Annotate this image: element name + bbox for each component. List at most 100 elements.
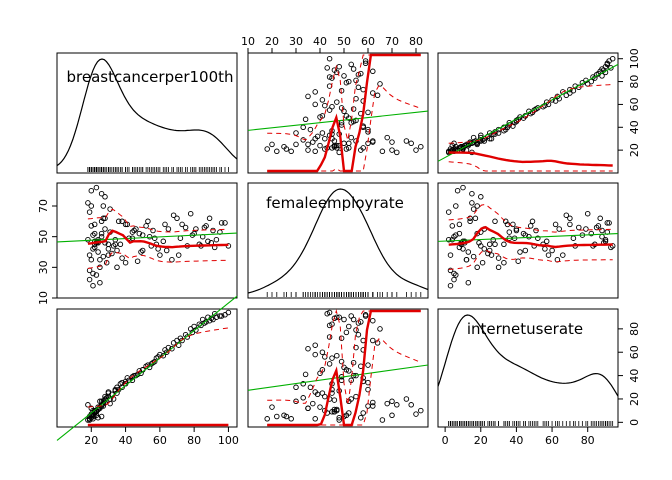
spread-upper-femaleemployrate-vs-internetuserate — [448, 203, 613, 233]
point-femaleemployrate-vs-internetuserate — [599, 227, 605, 234]
point-femaleemployrate-vs-breastcancerper100th — [112, 241, 119, 248]
density-curve-internetuserate — [437, 314, 619, 397]
point-femaleemployrate-vs-breastcancerper100th — [102, 194, 108, 200]
point-femaleemployrate-vs-internetuserate — [451, 276, 457, 283]
point-breastcancerper100th-vs-femaleemployrate — [350, 66, 357, 72]
point-internetuserate-vs-femaleemployrate — [350, 359, 357, 366]
point-breastcancerper100th-vs-femaleemployrate — [374, 92, 381, 99]
point-internetuserate-vs-femaleemployrate — [365, 362, 371, 368]
point-femaleemployrate-vs-internetuserate — [467, 218, 473, 225]
x-tick-label-breastcancerper100th: 40 — [119, 434, 133, 447]
point-breastcancerper100th-vs-femaleemployrate — [348, 134, 354, 141]
point-internetuserate-vs-femaleemployrate — [338, 377, 345, 384]
y-tick-label-breastcancerper100th: 20 — [628, 143, 641, 157]
point-breastcancerper100th-vs-femaleemployrate — [317, 142, 323, 149]
point-internetuserate-vs-femaleemployrate — [336, 314, 342, 320]
point-femaleemployrate-vs-breastcancerper100th — [98, 230, 105, 237]
point-femaleemployrate-vs-breastcancerper100th — [124, 221, 131, 228]
point-femaleemployrate-vs-internetuserate — [470, 206, 477, 212]
point-internetuserate-vs-femaleemployrate — [346, 368, 352, 374]
point-breastcancerper100th-vs-femaleemployrate — [370, 68, 376, 75]
point-breastcancerper100th-vs-femaleemployrate — [379, 148, 386, 155]
x-tick-label-internetuserate: 40 — [509, 434, 523, 447]
point-femaleemployrate-vs-internetuserate — [606, 220, 612, 226]
point-femaleemployrate-vs-breastcancerper100th — [122, 221, 129, 228]
panel-0-2 — [437, 52, 619, 174]
point-femaleemployrate-vs-internetuserate — [445, 236, 452, 243]
point-femaleemployrate-vs-internetuserate — [472, 215, 479, 222]
point-femaleemployrate-vs-breastcancerper100th — [129, 229, 136, 235]
spread-lower-femaleemployrate-vs-internetuserate — [448, 249, 613, 270]
point-femaleemployrate-vs-breastcancerper100th — [138, 249, 144, 255]
point-femaleemployrate-vs-breastcancerper100th — [97, 279, 103, 286]
point-breastcancerper100th-vs-femaleemployrate — [365, 126, 371, 133]
panel-0-1 — [247, 52, 429, 174]
point-internetuserate-vs-femaleemployrate — [341, 364, 347, 371]
panel-1-2 — [437, 182, 619, 299]
smooth-line-internetuserate-vs-femaleemployrate — [267, 309, 421, 427]
x-tick-label-femaleemployrate: 10 — [241, 35, 255, 48]
point-femaleemployrate-vs-internetuserate — [602, 236, 609, 243]
point-femaleemployrate-vs-internetuserate — [454, 187, 461, 194]
x-tick-label-breastcancerper100th: 20 — [84, 434, 98, 447]
point-internetuserate-vs-femaleemployrate — [322, 354, 328, 360]
point-femaleemployrate-vs-internetuserate — [476, 240, 482, 246]
point-femaleemployrate-vs-breastcancerper100th — [97, 256, 103, 263]
point-internetuserate-vs-femaleemployrate — [283, 413, 290, 420]
point-internetuserate-vs-femaleemployrate — [312, 342, 318, 348]
point-internetuserate-vs-breastcancerper100th — [105, 390, 112, 396]
point-internetuserate-vs-femaleemployrate — [293, 384, 299, 391]
point-femaleemployrate-vs-breastcancerper100th — [169, 256, 175, 263]
point-breastcancerper100th-vs-femaleemployrate — [312, 101, 318, 108]
point-femaleemployrate-vs-internetuserate — [467, 215, 473, 222]
point-femaleemployrate-vs-internetuserate — [527, 223, 534, 229]
point-breastcancerper100th-vs-femaleemployrate — [370, 90, 376, 96]
point-femaleemployrate-vs-internetuserate — [545, 252, 552, 258]
point-breastcancerper100th-vs-femaleemployrate — [365, 129, 371, 135]
point-internetuserate-vs-femaleemployrate — [319, 349, 326, 355]
point-femaleemployrate-vs-breastcancerper100th — [117, 241, 124, 248]
point-internetuserate-vs-femaleemployrate — [353, 327, 359, 333]
spread-upper-breastcancerper100th-vs-femaleemployrate — [267, 54, 421, 141]
point-internetuserate-vs-femaleemployrate — [403, 396, 410, 402]
point-breastcancerper100th-vs-internetuserate — [563, 92, 570, 99]
point-internetuserate-vs-femaleemployrate — [319, 367, 326, 373]
point-breastcancerper100th-vs-femaleemployrate — [389, 139, 395, 145]
point-breastcancerper100th-vs-femaleemployrate — [305, 93, 311, 100]
point-femaleemployrate-vs-breastcancerper100th — [100, 203, 107, 209]
point-breastcancerper100th-vs-femaleemployrate — [358, 147, 364, 153]
point-femaleemployrate-vs-internetuserate — [495, 255, 502, 261]
diag-label-internetuserate: internetuserate — [467, 320, 583, 338]
point-internetuserate-vs-femaleemployrate — [394, 402, 400, 408]
y-tick-label-internetuserate: 20 — [628, 392, 641, 406]
point-breastcancerper100th-vs-femaleemployrate — [418, 143, 424, 150]
point-femaleemployrate-vs-internetuserate — [597, 215, 603, 222]
point-femaleemployrate-vs-internetuserate — [447, 282, 454, 289]
point-internetuserate-vs-breastcancerper100th — [193, 327, 199, 333]
y-tick-label-breastcancerper100th: 100 — [628, 48, 641, 69]
point-femaleemployrate-vs-breastcancerper100th — [146, 233, 153, 240]
smooth-line-breastcancerper100th-vs-femaleemployrate — [267, 53, 421, 173]
point-femaleemployrate-vs-internetuserate — [465, 279, 472, 286]
point-femaleemployrate-vs-internetuserate — [449, 223, 456, 229]
point-femaleemployrate-vs-internetuserate — [567, 221, 573, 228]
point-breastcancerper100th-vs-femaleemployrate — [319, 130, 326, 136]
point-femaleemployrate-vs-breastcancerper100th — [143, 223, 149, 229]
point-breastcancerper100th-vs-femaleemployrate — [312, 148, 318, 155]
point-breastcancerper100th-vs-femaleemployrate — [403, 138, 410, 144]
point-femaleemployrate-vs-breastcancerper100th — [206, 215, 213, 222]
point-internetuserate-vs-breastcancerper100th — [98, 413, 105, 420]
point-internetuserate-vs-femaleemployrate — [331, 409, 338, 415]
point-breastcancerper100th-vs-femaleemployrate — [326, 107, 333, 113]
x-tick-label-femaleemployrate: 70 — [385, 35, 399, 48]
point-breastcancerper100th-vs-femaleemployrate — [377, 81, 383, 87]
point-internetuserate-vs-femaleemployrate — [355, 331, 362, 338]
point-internetuserate-vs-femaleemployrate — [329, 355, 335, 361]
point-internetuserate-vs-breastcancerper100th — [160, 352, 167, 359]
point-femaleemployrate-vs-internetuserate — [510, 221, 516, 228]
point-femaleemployrate-vs-breastcancerper100th — [162, 221, 168, 228]
point-femaleemployrate-vs-breastcancerper100th — [85, 236, 91, 243]
point-breastcancerper100th-vs-femaleemployrate — [341, 108, 347, 115]
point-femaleemployrate-vs-internetuserate — [474, 203, 480, 209]
